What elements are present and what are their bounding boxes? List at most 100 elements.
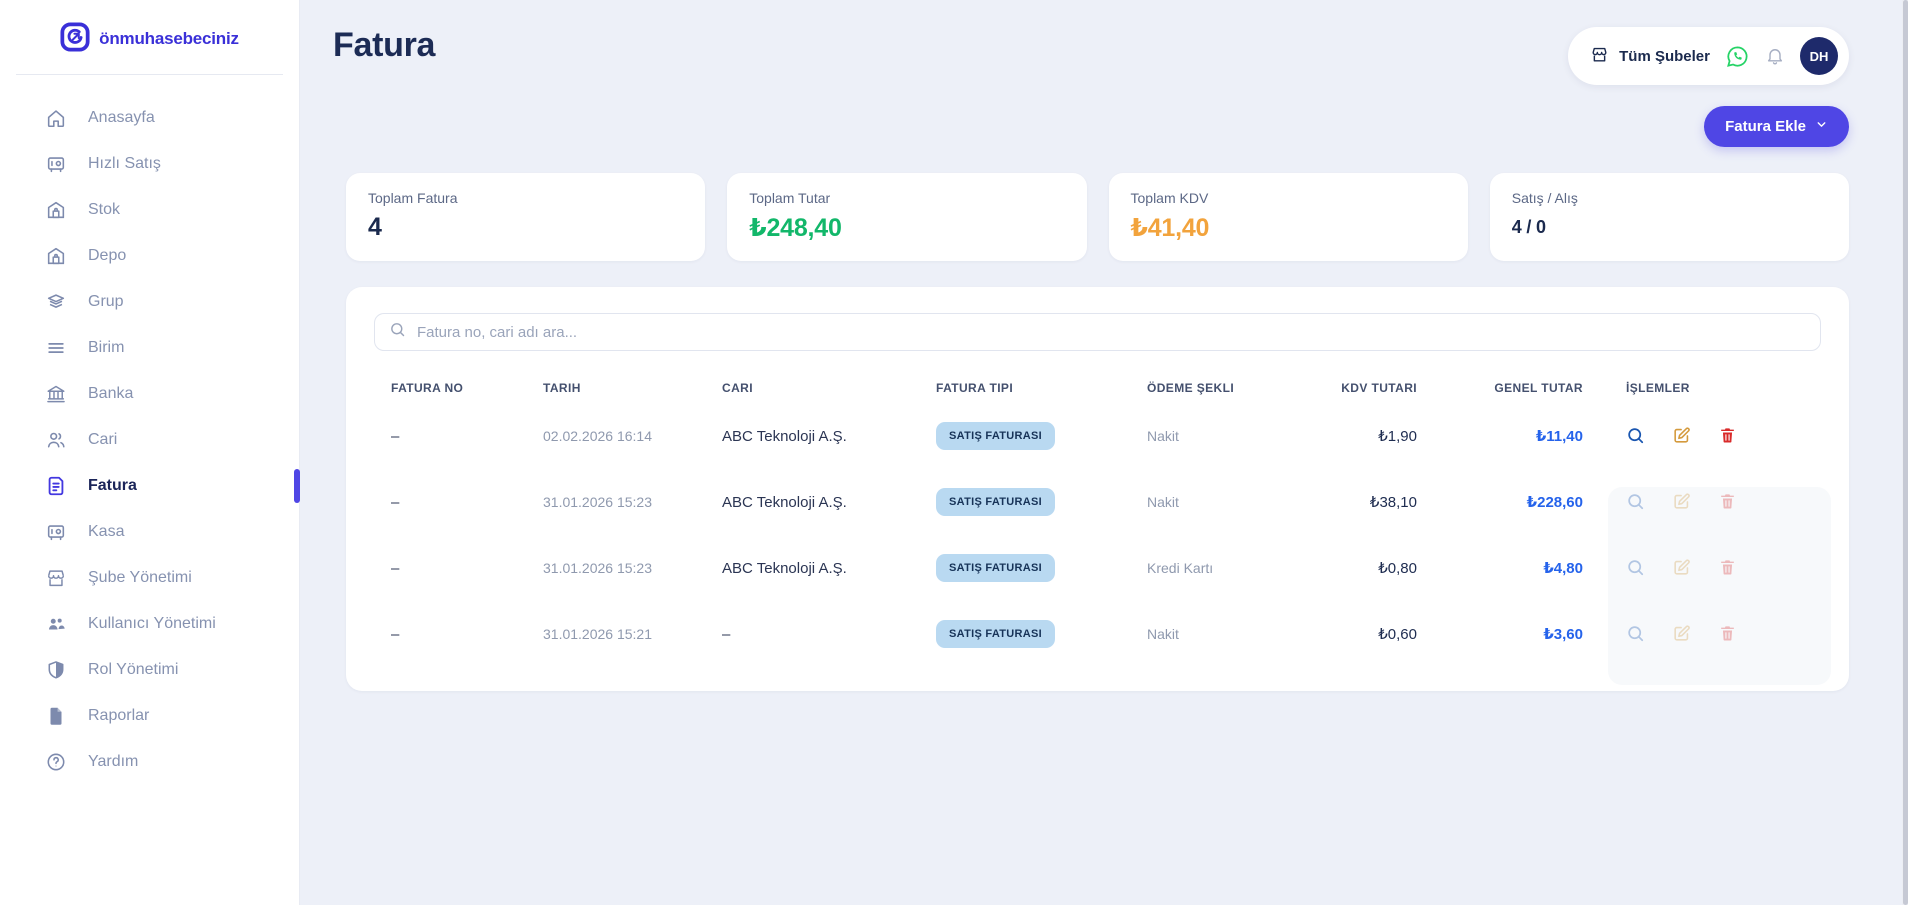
view-invoice-button[interactable] — [1626, 558, 1646, 578]
scrollbar-thumb[interactable] — [1903, 0, 1908, 905]
sidebar-item-label: Kasa — [88, 523, 125, 540]
sidebar-item-kullanici-yonetimi[interactable]: Kullanıcı Yönetimi — [0, 601, 299, 647]
sidebar-item-hizli-satis[interactable]: Hızlı Satış — [0, 141, 299, 187]
cell-fatura-tipi: SATIŞ FATURASI — [936, 422, 1147, 450]
cell-genel-tutar: ₺3,60 — [1543, 626, 1583, 643]
cell-odeme-sekli: Kredi Kartı — [1147, 560, 1214, 576]
sidebar-item-label: Fatura — [88, 477, 137, 494]
cell-tarih: 02.02.2026 16:14 — [543, 428, 652, 444]
stat-card-toplam-tutar: Toplam Tutar ₺248,40 — [727, 173, 1087, 261]
cell-cari: ABC Teknoloji A.Ş. — [722, 493, 847, 511]
cell-genel-tutar: ₺228,60 — [1526, 494, 1583, 511]
cell-fatura-tipi: SATIŞ FATURASI — [936, 554, 1147, 582]
delete-invoice-button[interactable] — [1718, 492, 1738, 512]
sidebar-item-birim[interactable]: Birim — [0, 325, 299, 371]
cell-cari: ABC Teknoloji A.Ş. — [722, 427, 847, 445]
sidebar-item-kasa[interactable]: Kasa — [0, 509, 299, 555]
sidebar-item-label: Şube Yönetimi — [88, 569, 192, 586]
user-group-icon — [45, 613, 67, 635]
warehouse-icon — [45, 199, 67, 221]
sidebar: önmuhasebeciniz Anasayfa Hızlı Satış Sto… — [0, 0, 300, 905]
cell-tarih: 31.01.2026 15:21 — [543, 626, 652, 642]
sidebar-item-anasayfa[interactable]: Anasayfa — [0, 95, 299, 141]
cell-kdv-tutari: ₺38,10 — [1369, 494, 1417, 511]
sidebar-item-yardim[interactable]: Yardım — [0, 739, 299, 785]
bank-icon — [45, 383, 67, 405]
sidebar-item-depo[interactable]: Depo — [0, 233, 299, 279]
invoice-type-badge: SATIŞ FATURASI — [936, 554, 1056, 582]
view-invoice-button[interactable] — [1626, 624, 1646, 644]
delete-invoice-button[interactable] — [1718, 558, 1738, 578]
sidebar-item-grup[interactable]: Grup — [0, 279, 299, 325]
sidebar-divider — [16, 74, 283, 75]
invoice-type-badge: SATIŞ FATURASI — [936, 620, 1056, 648]
invoice-table-card: FATURA NO TARIH CARI FATURA TIPI ÖDEME Ş… — [346, 287, 1849, 691]
view-invoice-button[interactable] — [1626, 492, 1646, 512]
table-row: – 31.01.2026 15:23 ABC Teknoloji A.Ş. SA… — [374, 535, 1821, 601]
help-icon — [45, 751, 67, 773]
delete-invoice-button[interactable] — [1718, 426, 1738, 446]
stat-value: ₺41,40 — [1130, 214, 1210, 242]
edit-invoice-button[interactable] — [1672, 558, 1692, 578]
active-indicator — [294, 469, 300, 503]
delete-invoice-button[interactable] — [1718, 624, 1738, 644]
page-actions: Fatura Ekle — [346, 106, 1849, 147]
sidebar-item-cari[interactable]: Cari — [0, 417, 299, 463]
cell-fatura-no: – — [391, 559, 400, 577]
cell-genel-tutar: ₺11,40 — [1535, 428, 1583, 445]
edit-invoice-button[interactable] — [1672, 426, 1692, 446]
sidebar-item-sube-yonetimi[interactable]: Şube Yönetimi — [0, 555, 299, 601]
cell-odeme-sekli: Nakit — [1147, 626, 1179, 642]
search-input[interactable] — [417, 323, 1806, 341]
sidebar-item-label: Yardım — [88, 753, 139, 770]
view-invoice-button[interactable] — [1626, 426, 1646, 446]
sidebar-item-fatura[interactable]: Fatura — [0, 463, 300, 509]
stat-card-toplam-fatura: Toplam Fatura 4 — [346, 173, 706, 261]
sidebar-item-label: Kullanıcı Yönetimi — [88, 615, 216, 632]
edit-invoice-button[interactable] — [1672, 492, 1692, 512]
whatsapp-icon[interactable] — [1725, 44, 1750, 69]
cell-fatura-tipi: SATIŞ FATURASI — [936, 620, 1147, 648]
cell-odeme-sekli: Nakit — [1147, 494, 1179, 510]
cell-fatura-tipi: SATIŞ FATURASI — [936, 488, 1147, 516]
notifications-bell-icon[interactable] — [1765, 46, 1785, 66]
sidebar-item-banka[interactable]: Banka — [0, 371, 299, 417]
cell-tarih: 31.01.2026 15:23 — [543, 494, 652, 510]
sidebar-item-stok[interactable]: Stok — [0, 187, 299, 233]
list-icon — [45, 337, 67, 359]
sidebar-item-label: Hızlı Satış — [88, 155, 161, 172]
stat-value: 4 — [368, 213, 382, 241]
sidebar-item-label: Cari — [88, 431, 118, 448]
chevron-down-icon — [1815, 118, 1828, 135]
branch-selector[interactable]: Tüm Şubeler — [1590, 45, 1710, 67]
layers-icon — [45, 291, 67, 313]
cell-cari: ABC Teknoloji A.Ş. — [722, 559, 847, 577]
store-icon — [45, 567, 67, 589]
invoice-icon — [45, 475, 67, 497]
safe-icon — [45, 521, 67, 543]
stat-label: Toplam KDV — [1130, 190, 1209, 206]
cell-islemler — [1583, 492, 1821, 512]
cell-tarih: 31.01.2026 15:23 — [543, 560, 652, 576]
column-header: CARI — [722, 381, 753, 395]
sidebar-nav: Anasayfa Hızlı Satış Stok Depo Grup Biri… — [0, 75, 300, 785]
branch-selector-label: Tüm Şubeler — [1619, 47, 1710, 65]
edit-invoice-button[interactable] — [1672, 624, 1692, 644]
storefront-icon — [1590, 45, 1609, 67]
table-row: – 31.01.2026 15:23 ABC Teknoloji A.Ş. SA… — [374, 469, 1821, 535]
column-header: TARIH — [543, 381, 581, 395]
add-invoice-button[interactable]: Fatura Ekle — [1704, 106, 1849, 147]
cell-fatura-no: – — [391, 493, 400, 511]
main-content: Fatura Tüm Şubeler DH Fatura E — [300, 0, 1908, 905]
stat-label: Toplam Fatura — [368, 190, 458, 206]
header-toolbar: Tüm Şubeler DH — [1568, 27, 1849, 85]
cash-register-icon — [45, 153, 67, 175]
sidebar-item-label: Rol Yönetimi — [88, 661, 179, 678]
sidebar-item-raporlar[interactable]: Raporlar — [0, 693, 299, 739]
users-icon — [45, 429, 67, 451]
brand-logo[interactable]: önmuhasebeciniz — [0, 0, 299, 64]
sidebar-item-rol-yonetimi[interactable]: Rol Yönetimi — [0, 647, 299, 693]
table-header-row: FATURA NO TARIH CARI FATURA TIPI ÖDEME Ş… — [374, 373, 1821, 403]
user-avatar[interactable]: DH — [1800, 37, 1838, 75]
page-scrollbar[interactable] — [1902, 0, 1908, 905]
